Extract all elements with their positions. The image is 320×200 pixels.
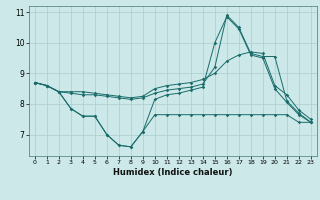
X-axis label: Humidex (Indice chaleur): Humidex (Indice chaleur) <box>113 168 233 177</box>
